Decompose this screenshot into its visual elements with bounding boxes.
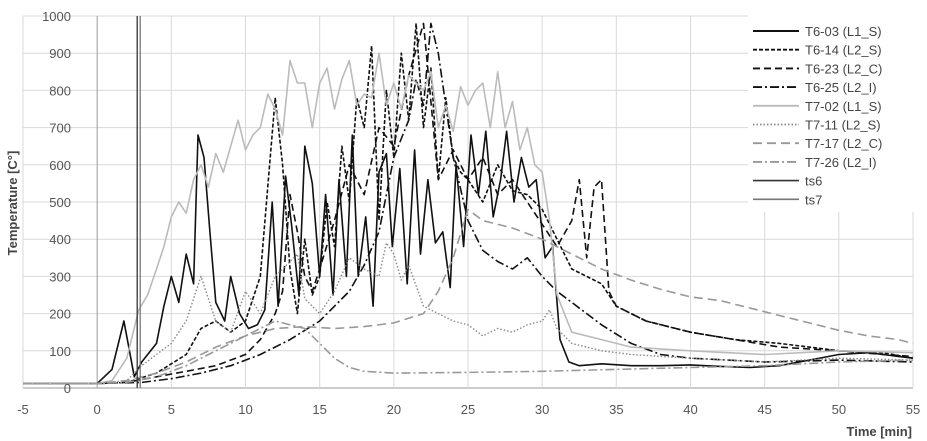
y-axis-title: Temperature [C°] <box>5 151 20 256</box>
series-lines <box>23 16 914 388</box>
series-line-7 <box>23 208 914 385</box>
x-tick-label: 30 <box>535 402 549 417</box>
x-axis-title: Time [min] <box>847 424 913 439</box>
y-tick-label: 300 <box>49 269 71 284</box>
legend-label: T6-03 (L1_S) <box>805 24 882 39</box>
x-tick-label: 45 <box>757 402 771 417</box>
x-tick-label: 50 <box>832 402 846 417</box>
y-tick-label: 100 <box>49 344 71 359</box>
x-tick-label: 0 <box>94 402 101 417</box>
x-tick-label: 35 <box>609 402 623 417</box>
series-line-8 <box>23 320 914 385</box>
x-tick-label: 10 <box>238 402 252 417</box>
legend-label: T6-14 (L2_S) <box>805 43 882 58</box>
legend-label: T7-17 (L2_C) <box>805 136 882 151</box>
legend-label: T7-11 (L2_S) <box>805 118 881 133</box>
series-line-2 <box>23 22 914 385</box>
x-tick-label: 15 <box>312 402 326 417</box>
legend-label: ts7 <box>805 192 822 207</box>
x-tick-label: 25 <box>461 402 475 417</box>
legend-label: T7-02 (L1_S) <box>805 99 882 114</box>
x-tick-label: -5 <box>17 402 29 417</box>
series-line-5 <box>23 52 914 385</box>
y-tick-label: 700 <box>49 121 71 136</box>
legend-label: T7-26 (L2_I) <box>805 155 877 170</box>
series-line-4 <box>23 22 914 385</box>
legend-label: T6-25 (L2_I) <box>805 80 877 95</box>
series-line-6 <box>23 242 914 385</box>
legend: T6-03 (L1_S) T6-14 (L2_S) T6-23 (L2_C) T6-2… <box>753 24 882 207</box>
y-tick-label: 800 <box>49 83 71 98</box>
legend-label: ts6 <box>805 174 822 189</box>
y-tick-label: 1000 <box>42 9 71 24</box>
legend-label: T6-23 (L2_C) <box>805 61 882 76</box>
x-tick-label: 40 <box>683 402 697 417</box>
y-tick-label: 200 <box>49 307 71 322</box>
series-line-3 <box>23 22 914 385</box>
x-tick-label: 20 <box>387 402 401 417</box>
x-tick-label: 5 <box>168 402 175 417</box>
y-tick-label: 400 <box>49 232 71 247</box>
y-tick-label: 0 <box>64 381 71 396</box>
gridlines <box>22 15 914 389</box>
legend-background <box>748 12 916 212</box>
x-tick-label: 55 <box>906 402 920 417</box>
y-tick-label: 500 <box>49 195 71 210</box>
tick-labels: 0 100 200 300 400 500 600 700 800 900 1000 -5 0 5 10 15… <box>17 9 920 417</box>
y-tick-label: 600 <box>49 158 71 173</box>
y-tick-label: 900 <box>49 46 71 61</box>
